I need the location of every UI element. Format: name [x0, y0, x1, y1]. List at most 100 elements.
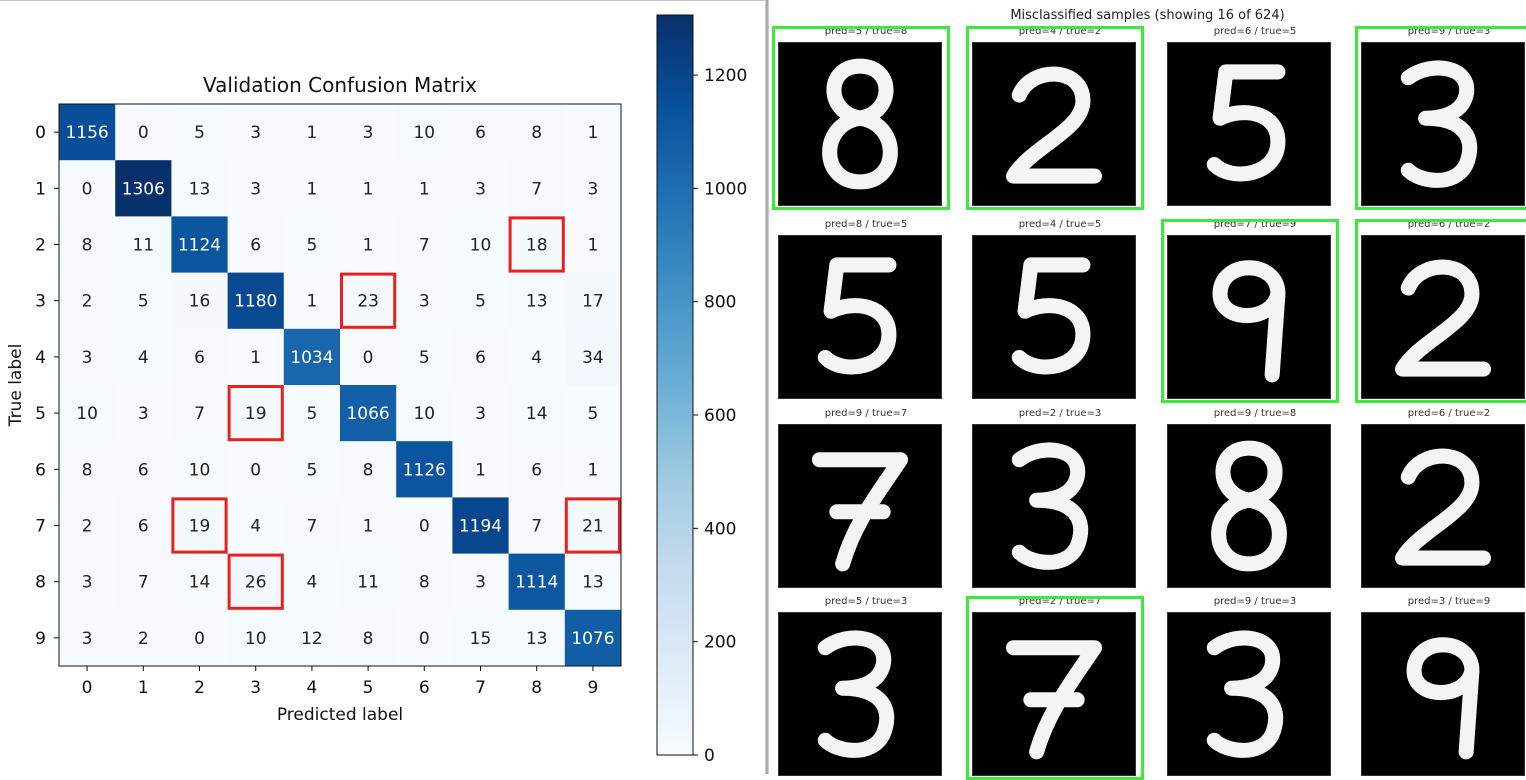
heatmap-cell	[59, 216, 116, 273]
misclassified-sample[interactable]: pred=6 / true=2	[1361, 402, 1526, 588]
heatmap-cell	[396, 497, 453, 554]
digit-image	[1167, 42, 1331, 206]
heatmap-cell-labels: 1156 0 5 3 1 3 10 6 8 10 1306 13 3 1 1 1 3 7 38 11 1124 6 5 1 7 1…	[65, 123, 614, 649]
digit-image	[778, 235, 942, 399]
digit-stroke	[1011, 442, 1089, 570]
cell-value-label: 17	[582, 292, 604, 312]
misclassified-sample[interactable]: pred=9 / true=3	[1355, 20, 1526, 210]
digit-image	[1361, 424, 1525, 588]
heatmap-cell	[396, 104, 453, 161]
heatmap-cell	[171, 441, 228, 498]
cell-value-label: 5	[194, 123, 205, 143]
digit-image	[972, 612, 1136, 776]
gallery-title: Misclassified samples (showing 16 of 624…	[1010, 8, 1285, 23]
panel-divider[interactable]	[765, 0, 769, 774]
colorbar-tick-label: 400	[704, 519, 736, 539]
cell-value-label: 19	[245, 404, 267, 424]
sample-caption: pred=4 / true=5	[1018, 219, 1102, 230]
heatmap-cell	[396, 553, 453, 611]
misclassified-sample[interactable]: pred=4 / true=5	[972, 213, 1148, 399]
digit-stroke	[1005, 640, 1103, 760]
sample-caption: pred=3 / true=9	[1407, 596, 1491, 607]
digit-image	[972, 42, 1136, 206]
heatmap-cell	[564, 216, 622, 273]
cell-value-label: 6	[475, 348, 486, 368]
heatmap-cell	[115, 160, 172, 217]
cell-value-label: 19	[189, 517, 211, 537]
heatmap-cell	[171, 609, 228, 667]
misclassified-sample[interactable]: pred=9 / true=7	[778, 402, 954, 588]
x-tick-label: 6	[419, 678, 430, 698]
heatmap-cell	[227, 272, 285, 330]
misclassified-sample[interactable]: pred=2 / true=7	[966, 590, 1148, 780]
cell-value-label: 1	[306, 123, 317, 143]
cell-value-label: 1	[363, 236, 374, 256]
heatmap-cell	[115, 553, 172, 611]
cell-value-label: 18	[526, 236, 548, 256]
cell-value-label: 14	[526, 404, 548, 424]
cell-value-label: 5	[306, 404, 317, 424]
sample-caption: pred=6 / true=5	[1213, 26, 1297, 37]
digit-image	[1361, 42, 1525, 206]
misclassified-sample[interactable]: pred=9 / true=8	[1167, 402, 1343, 588]
digit-stroke	[1406, 637, 1480, 760]
digit-stroke	[1206, 630, 1284, 758]
cell-value-label: 2	[82, 517, 93, 537]
cell-value-label: 6	[194, 348, 205, 368]
sample-caption: pred=7 / true=9	[1213, 219, 1297, 230]
x-tick-label: 5	[363, 678, 374, 698]
cell-value-label: 13	[189, 179, 211, 199]
x-tick-label: 4	[306, 678, 317, 698]
sample-highlight-box	[966, 596, 1144, 780]
cell-value-label: 15	[470, 629, 492, 649]
digit-stroke	[1211, 440, 1287, 572]
sample-caption: pred=6 / true=2	[1407, 408, 1491, 419]
misclassified-sample[interactable]: pred=9 / true=3	[1167, 590, 1343, 776]
misclassified-sample[interactable]: pred=2 / true=3	[972, 402, 1148, 588]
misclassified-sample[interactable]: pred=6 / true=5	[1167, 20, 1343, 206]
cell-value-label: 8	[363, 629, 374, 649]
misclassified-sample[interactable]: pred=6 / true=2	[1355, 213, 1526, 403]
misclassified-sample[interactable]: pred=8 / true=5	[778, 213, 954, 399]
sample-caption: pred=2 / true=7	[1018, 596, 1102, 607]
heatmap-cell	[227, 441, 285, 498]
cell-value-label: 1076	[571, 629, 614, 649]
y-tick-label: 8	[35, 573, 46, 593]
cell-value-label: 21	[582, 517, 604, 537]
heatmap-cell	[283, 160, 341, 217]
heatmap-cell	[564, 272, 622, 330]
heatmap-cell	[508, 553, 566, 611]
cell-value-label: 3	[82, 573, 93, 593]
sample-caption: pred=9 / true=7	[824, 408, 908, 419]
y-tick-label: 0	[35, 123, 46, 143]
heatmap-cell	[59, 609, 116, 667]
heatmap-cell	[564, 328, 622, 386]
x-tick-label: 1	[138, 678, 149, 698]
heatmap-cell	[340, 272, 397, 330]
sample-highlight-box	[1355, 219, 1526, 403]
y-axis-label: True label	[6, 344, 26, 428]
misclassified-sample[interactable]: pred=3 / true=9	[1361, 590, 1526, 776]
cell-value-label: 4	[138, 348, 149, 368]
cell-value-label: 1	[587, 460, 598, 480]
heatmap-cell	[452, 441, 509, 498]
heatmap-cell	[508, 385, 566, 442]
heatmap-cell	[283, 385, 341, 442]
highlight-box	[340, 272, 397, 329]
heatmap-cell	[396, 385, 453, 442]
heatmap-cell	[171, 328, 228, 386]
misclassified-sample[interactable]: pred=4 / true=2	[966, 20, 1148, 210]
cell-value-label: 5	[306, 460, 317, 480]
digit-stroke	[1394, 448, 1492, 566]
misclassified-sample[interactable]: pred=5 / true=3	[778, 590, 954, 776]
heatmap-cell	[508, 216, 566, 273]
sample-caption: pred=8 / true=5	[824, 219, 908, 230]
heatmap-cell	[340, 609, 397, 667]
misclassified-sample[interactable]: pred=5 / true=8	[772, 20, 954, 210]
cell-value-label: 6	[138, 517, 149, 537]
misclassified-sample[interactable]: pred=7 / true=9	[1161, 213, 1343, 403]
cell-value-label: 3	[82, 629, 93, 649]
cell-value-label: 1114	[515, 573, 558, 593]
cell-value-label: 13	[526, 292, 548, 312]
colorbar-tick-label: 1200	[704, 66, 747, 86]
